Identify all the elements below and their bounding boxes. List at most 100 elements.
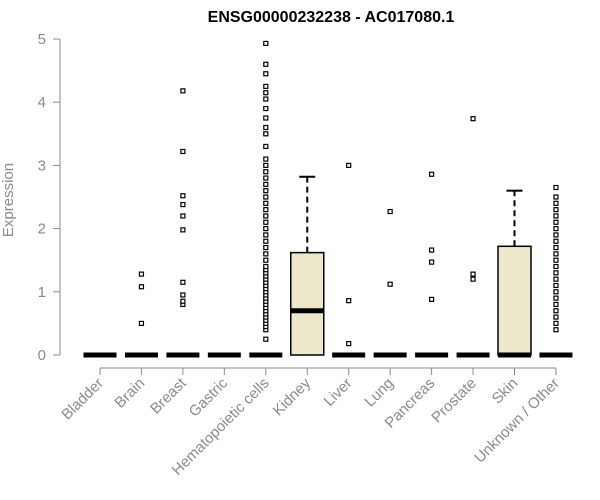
box-group: [456, 116, 490, 358]
outlier-point: [553, 219, 559, 225]
box-group: [415, 171, 449, 358]
outlier-point: [263, 131, 269, 137]
outlier-point: [553, 308, 559, 314]
outlier-point: [180, 213, 186, 219]
box-group: [373, 208, 407, 358]
box-group: [166, 88, 200, 358]
outlier-point: [263, 219, 269, 225]
outlier-point: [263, 90, 269, 96]
outlier-point: [553, 301, 559, 308]
outlier-point: [263, 200, 269, 206]
box-group: [332, 162, 366, 358]
outlier-point: [470, 116, 476, 122]
outlier-point: [180, 227, 186, 233]
outlier-point: [429, 171, 435, 177]
y-axis-label: Expression: [0, 163, 17, 237]
outlier-point: [553, 232, 559, 238]
outlier-point: [429, 259, 435, 265]
outlier-point: [263, 251, 269, 257]
outlier-point: [138, 271, 145, 277]
outlier-point: [263, 115, 269, 121]
box: [290, 251, 325, 356]
outlier-point: [346, 298, 352, 304]
outlier-point: [263, 169, 269, 175]
outlier-point: [429, 296, 435, 302]
outlier-point: [263, 143, 269, 150]
outlier-point: [263, 194, 269, 200]
outlier-point: [263, 61, 269, 67]
outlier-point: [263, 207, 269, 213]
box-group: [249, 40, 283, 358]
outlier-point: [263, 244, 269, 251]
y-axis: 0 1 2 3 4 5: [38, 31, 61, 364]
outlier-point: [553, 226, 559, 232]
x-tick-label: Bladder: [58, 375, 107, 424]
outlier-point: [553, 244, 559, 251]
outlier-point: [470, 271, 476, 277]
outlier-point: [138, 284, 145, 290]
outlier-point: [553, 213, 559, 219]
box-group: [497, 189, 532, 358]
outlier-point: [553, 200, 559, 206]
outlier-point: [553, 251, 559, 257]
outlier-point: [553, 194, 559, 200]
outlier-point: [263, 238, 269, 244]
x-tick-label: Lung: [361, 375, 397, 411]
outlier-point: [180, 88, 186, 94]
outlier-point: [470, 276, 476, 282]
outlier-point: [180, 279, 186, 285]
outlier-point: [263, 188, 269, 194]
outlier-point: [553, 238, 559, 244]
outlier-point: [387, 208, 393, 215]
outlier-point: [263, 257, 269, 263]
y-tick-label: 4: [38, 94, 46, 111]
outlier-point: [263, 213, 269, 219]
outlier-point: [263, 175, 269, 181]
plot-area: [83, 40, 573, 358]
y-tick-label: 1: [38, 284, 46, 301]
outlier-point: [553, 263, 559, 270]
outlier-point: [263, 226, 269, 232]
outlier-point: [138, 320, 145, 326]
box-group: [539, 184, 573, 358]
y-tick-label: 2: [38, 221, 46, 238]
outlier-point: [429, 247, 435, 253]
outlier-point: [180, 292, 186, 298]
outlier-point: [553, 184, 559, 191]
y-tick-label: 3: [38, 157, 46, 174]
outlier-point: [553, 295, 559, 301]
outlier-point: [263, 263, 269, 270]
outlier-point: [553, 282, 559, 289]
y-tick-label: 5: [38, 31, 46, 48]
box-group: [290, 175, 325, 356]
outlier-point: [263, 162, 269, 168]
outlier-point: [263, 181, 269, 187]
outlier-point: [553, 314, 559, 320]
x-tick-label: Kidney: [270, 374, 315, 419]
outlier-point: [263, 83, 269, 90]
chart-title: ENSG00000232238 - AC017080.1: [208, 9, 455, 26]
outlier-point: [263, 105, 269, 112]
x-tick-label: Skin: [489, 375, 522, 408]
y-tick-label: 0: [38, 347, 46, 364]
outlier-point: [180, 148, 186, 155]
outlier-point: [263, 124, 269, 131]
outlier-point: [263, 232, 269, 238]
outlier-point: [263, 71, 269, 77]
outlier-point: [553, 270, 559, 276]
outlier-point: [346, 341, 352, 347]
x-tick-label: Prostate: [428, 375, 480, 427]
box-group: [124, 271, 158, 358]
outlier-point: [553, 207, 559, 213]
outlier-point: [553, 327, 559, 333]
box: [497, 245, 532, 356]
x-tick-label: Breast: [147, 374, 190, 417]
outlier-point: [180, 298, 186, 304]
outlier-point: [553, 320, 559, 326]
outlier-point: [553, 276, 559, 282]
outlier-point: [180, 193, 186, 199]
outlier-point: [180, 201, 186, 208]
x-tick-label: Liver: [321, 375, 356, 410]
outlier-point: [346, 162, 352, 168]
